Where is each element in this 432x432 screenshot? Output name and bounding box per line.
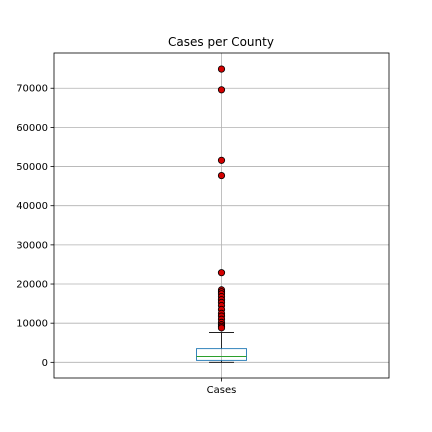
- y-tick-label: 70000: [16, 84, 48, 95]
- interquartile-box: [196, 348, 247, 361]
- outlier-point: [217, 86, 226, 94]
- y-axis: 0 10000 20000 30000 40000 50000 60000 70000: [16, 84, 54, 369]
- x-axis: Cases: [207, 378, 237, 396]
- plot-frame: [53, 52, 390, 379]
- outlier-point: [217, 156, 226, 164]
- y-tick-label: 0: [42, 358, 48, 369]
- x-tick-label: Cases: [207, 385, 237, 396]
- y-tick-label: 20000: [16, 280, 48, 291]
- y-tick-label: 50000: [16, 162, 48, 173]
- outlier-point: [217, 324, 226, 332]
- y-tick-label: 10000: [16, 319, 48, 330]
- chart-title: Cases per County: [168, 35, 274, 49]
- y-tick-label: 60000: [16, 123, 48, 134]
- box-plot: [196, 332, 247, 363]
- outlier-point: [217, 65, 226, 73]
- y-tick-label: 40000: [16, 201, 48, 212]
- y-tick-label: 30000: [16, 240, 48, 251]
- outlier-point: [217, 269, 226, 277]
- grid-lines: [54, 53, 389, 378]
- outlier-point: [217, 171, 226, 180]
- outlier-points: [217, 65, 226, 332]
